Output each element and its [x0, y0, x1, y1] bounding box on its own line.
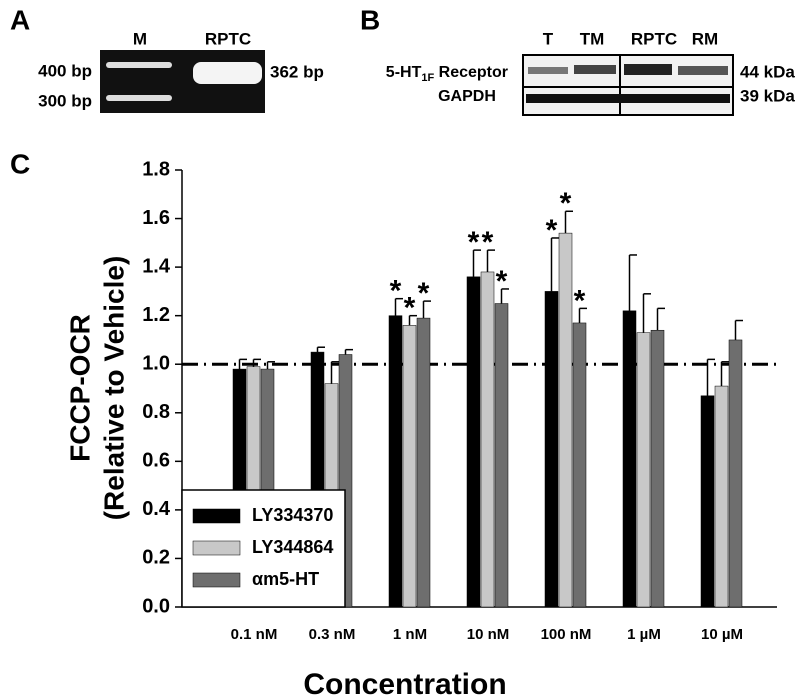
- gel-band: [106, 95, 172, 101]
- legend-swatch: [192, 572, 241, 588]
- significance-marker: *: [390, 275, 402, 308]
- significance-marker: *: [482, 226, 494, 259]
- marker-label: 300 bp: [38, 91, 92, 110]
- significance-marker: *: [468, 226, 480, 259]
- legend-swatch: [192, 508, 241, 524]
- x-axis-title: Concentration: [303, 668, 506, 699]
- blot-band: [624, 64, 672, 75]
- size-label: 39 kDa: [740, 86, 795, 105]
- bar: [728, 339, 743, 608]
- y-tick-label: 1.8: [142, 158, 170, 180]
- y-tick-label: 1.2: [142, 304, 170, 326]
- bar: [416, 317, 431, 608]
- significance-marker: *: [546, 214, 558, 247]
- y-tick-label: 0.2: [142, 547, 170, 569]
- bar: [622, 310, 637, 608]
- blot-band: [528, 67, 568, 74]
- size-label: 44 kDa: [740, 62, 795, 81]
- y-tick-label: 0.6: [142, 450, 170, 472]
- blot-band: [526, 94, 730, 103]
- x-tick-label: 10 µM: [701, 626, 743, 643]
- x-tick-label: 0.3 nM: [309, 626, 356, 643]
- significance-marker: *: [496, 265, 508, 298]
- bar: [572, 322, 587, 608]
- panel-label: A: [10, 4, 30, 35]
- bar: [714, 385, 729, 608]
- blot-band: [574, 65, 616, 74]
- lane-label: RM: [692, 29, 718, 48]
- y-tick-label: 0.4: [142, 498, 171, 520]
- bar: [466, 276, 481, 608]
- bar: [558, 232, 573, 608]
- bar: [650, 329, 665, 608]
- significance-marker: *: [560, 187, 572, 220]
- bar: [494, 303, 509, 608]
- y-axis-title: FCCP-OCR: [64, 314, 95, 462]
- x-tick-label: 10 nM: [467, 626, 510, 643]
- legend-label: αm5-HT: [252, 569, 319, 589]
- lane-label: TM: [580, 29, 605, 48]
- bar: [636, 332, 651, 608]
- gel-band: [106, 62, 172, 68]
- x-tick-label: 1 nM: [393, 626, 427, 643]
- lane-label: M: [133, 29, 147, 48]
- bar: [480, 271, 495, 608]
- y-tick-label: 1.0: [142, 353, 170, 375]
- y-tick-label: 0.0: [142, 595, 170, 617]
- bar: [402, 325, 417, 608]
- band-label: 362 bp: [270, 62, 324, 81]
- bar: [388, 315, 403, 608]
- lane-label: T: [543, 29, 554, 48]
- x-tick-label: 100 nM: [541, 626, 592, 643]
- lane-label: RPTC: [631, 29, 677, 48]
- x-tick-label: 1 µM: [627, 626, 661, 643]
- significance-marker: *: [574, 284, 586, 317]
- legend-swatch: [192, 540, 241, 556]
- y-tick-label: 1.6: [142, 207, 170, 229]
- legend-label: LY344864: [252, 537, 333, 557]
- x-tick-label: 0.1 nM: [231, 626, 278, 643]
- blot-band: [678, 66, 728, 75]
- gel-band: [193, 62, 262, 84]
- y-tick-label: 0.8: [142, 401, 170, 423]
- bar: [544, 291, 559, 608]
- lane-label: RPTC: [205, 29, 251, 48]
- panel-label: B: [360, 4, 380, 35]
- panel-label: C: [10, 148, 30, 179]
- marker-label: 400 bp: [38, 61, 92, 80]
- significance-marker: *: [404, 292, 416, 325]
- significance-marker: *: [418, 277, 430, 310]
- y-tick-label: 1.4: [142, 255, 171, 277]
- legend-label: LY334370: [252, 505, 333, 525]
- row-label: GAPDH: [438, 88, 496, 105]
- bar: [700, 395, 715, 608]
- y-axis-title: (Relative to Vehicle): [98, 256, 129, 521]
- row-label: 5-HT1F Receptor: [386, 64, 508, 84]
